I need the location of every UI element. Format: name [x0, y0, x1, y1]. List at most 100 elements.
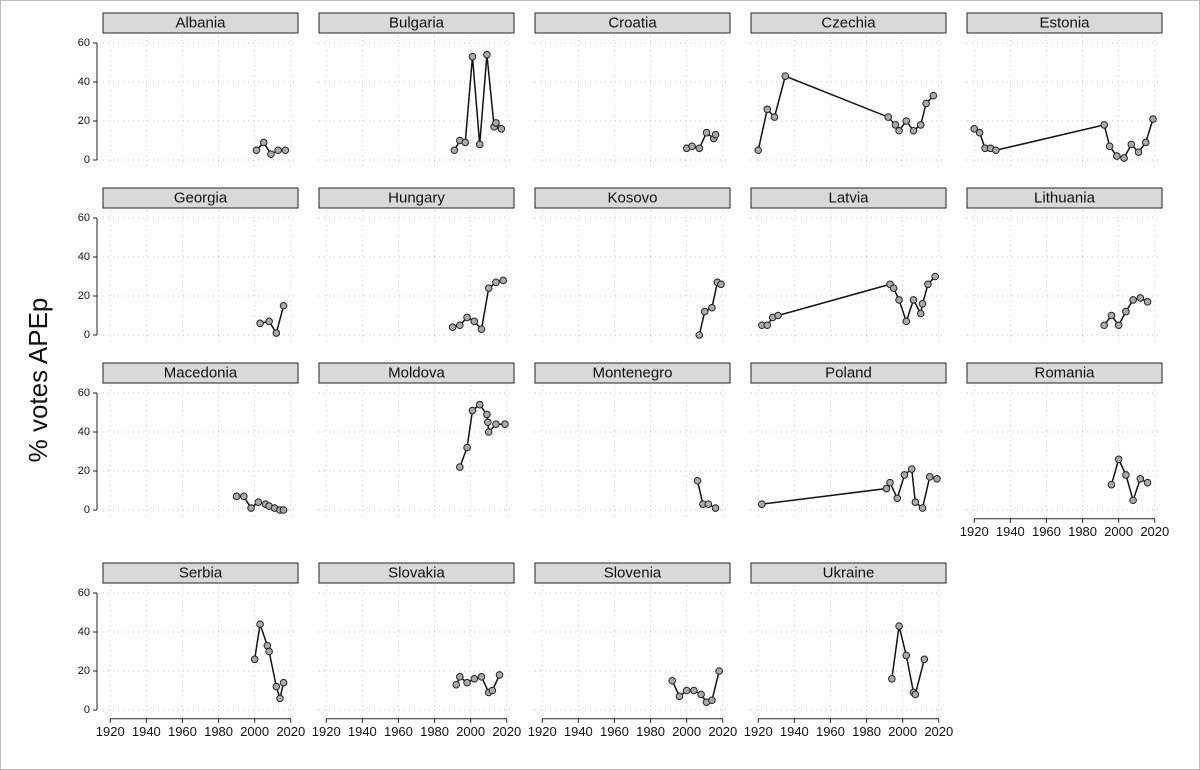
point: [920, 655, 929, 664]
point: [675, 692, 684, 701]
x-tick-label: 1960: [384, 724, 413, 739]
point: [1105, 142, 1114, 151]
point: [933, 475, 941, 483]
point: [448, 323, 457, 332]
point: [276, 694, 284, 703]
point: [891, 121, 900, 129]
point: [693, 476, 702, 485]
point: [488, 686, 497, 695]
point: [916, 309, 925, 318]
panel: Albania 0 20 40 60: [78, 12, 299, 168]
point: [461, 138, 470, 147]
x-tick-label: 1920: [312, 724, 341, 739]
y-tick-label: 40: [78, 426, 90, 438]
point: [924, 280, 932, 289]
point: [704, 500, 713, 508]
panel-title: Bulgaria: [389, 14, 445, 31]
point: [470, 317, 479, 326]
point: [484, 284, 493, 293]
x-tick-label: 1940: [564, 724, 593, 739]
panel: Estonia: [966, 12, 1163, 168]
point: [893, 494, 902, 503]
y-tick-label: 0: [84, 154, 90, 166]
panel-title: Serbia: [179, 564, 223, 581]
point: [895, 622, 903, 630]
point: [265, 647, 273, 656]
series-line: [453, 54, 502, 151]
point: [763, 321, 772, 330]
panel: Lithuania: [966, 187, 1163, 343]
panel: Czechia: [750, 12, 947, 168]
y-tick-label: 20: [78, 290, 90, 302]
point: [492, 278, 500, 287]
y-tick-label: 60: [78, 387, 90, 399]
point: [1127, 140, 1136, 149]
x-tick-label: 1980: [852, 724, 881, 739]
panel-title: Croatia: [608, 14, 657, 31]
point: [483, 50, 491, 59]
panel-title: Estonia: [1039, 14, 1090, 31]
point: [700, 307, 709, 316]
x-tick-label: 1920: [744, 724, 773, 739]
point: [1114, 455, 1123, 464]
point: [495, 671, 504, 679]
series-line: [757, 75, 934, 151]
point: [895, 126, 903, 135]
point: [695, 331, 704, 339]
point: [770, 113, 779, 121]
point: [1149, 115, 1157, 123]
point: [929, 91, 938, 100]
point: [754, 146, 763, 155]
x-tick-label: 1980: [420, 724, 449, 739]
panel: Poland: [750, 362, 947, 518]
x-tick-label: 2000: [672, 724, 701, 739]
panel-title: Montenegro: [592, 364, 672, 381]
panel-title: Latvia: [828, 189, 869, 206]
panel-title: Georgia: [174, 189, 228, 206]
point: [475, 140, 484, 149]
panel: Serbia 0 20 40 60 1920 1940 1960 1980 2000 2020: [78, 562, 305, 739]
point: [492, 420, 500, 429]
point: [900, 471, 909, 479]
y-tick-label: 0: [84, 704, 90, 716]
panel-header: [534, 187, 731, 209]
panel-header: [102, 187, 299, 209]
panel-header: [102, 362, 299, 384]
point: [450, 146, 459, 155]
panel-title: Slovakia: [388, 564, 445, 581]
panel-header: [318, 187, 515, 209]
x-tick-label: 1980: [1068, 524, 1097, 539]
point: [272, 329, 281, 337]
point: [272, 682, 281, 691]
y-axis-label: % votes APEp: [23, 298, 53, 463]
point: [463, 443, 471, 452]
panel: Latvia: [750, 187, 947, 343]
panel-title: Lithuania: [1034, 189, 1096, 206]
y-tick-label: 20: [78, 465, 90, 477]
point: [902, 651, 911, 660]
point: [708, 303, 716, 312]
point: [895, 296, 903, 304]
point: [477, 673, 486, 681]
point: [715, 667, 723, 675]
point: [916, 121, 925, 129]
panel-title: Albania: [175, 14, 226, 31]
point: [918, 504, 927, 512]
point: [682, 686, 691, 695]
point: [975, 128, 984, 137]
panel-title: Ukraine: [823, 564, 875, 581]
panel: Slovakia 1920 1940 1960 1980 2000 2020: [312, 562, 521, 739]
point: [992, 146, 1000, 155]
point: [702, 128, 711, 137]
point: [279, 301, 288, 310]
y-tick-label: 60: [78, 37, 90, 49]
panel-header: [966, 187, 1163, 209]
panel-header: [102, 12, 299, 34]
point: [256, 319, 264, 328]
point: [484, 428, 493, 436]
x-tick-label: 2000: [1104, 524, 1133, 539]
y-tick-label: 60: [78, 212, 90, 224]
panel-title: Czechia: [821, 14, 876, 31]
point: [456, 321, 464, 330]
point: [252, 146, 261, 155]
